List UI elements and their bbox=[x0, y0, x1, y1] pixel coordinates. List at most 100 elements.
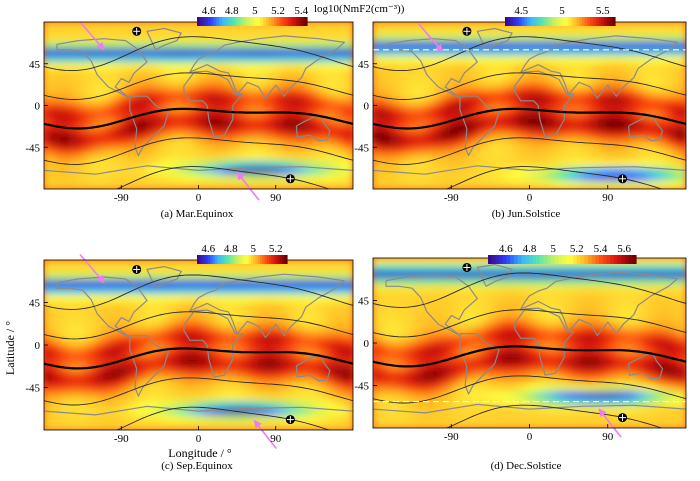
y-tick-label: 0 bbox=[364, 101, 370, 113]
y-tick-label: 45 bbox=[358, 296, 370, 308]
colorbar-tick-label: 5 bbox=[251, 243, 257, 255]
pole-marker bbox=[618, 413, 628, 423]
colorbar-tick-label: 5.4 bbox=[294, 5, 308, 17]
colorbar-tick-label: 4.8 bbox=[523, 243, 537, 255]
y-tick-label: -45 bbox=[25, 142, 40, 154]
magnetic-contours bbox=[373, 36, 686, 189]
magnetic-latitude-line bbox=[44, 377, 353, 406]
magnetic-latitude-line bbox=[44, 311, 353, 340]
magnetic-latitude-line bbox=[445, 404, 663, 428]
colorbar: 4.6 4.8 5 5.2 5.4 bbox=[197, 5, 309, 26]
pointer-arrow bbox=[253, 419, 277, 450]
pointer-arrow bbox=[236, 171, 260, 201]
x-axis-label: Longitude / ° bbox=[168, 446, 232, 460]
caption-a: (a) Mar.Equinox bbox=[161, 208, 234, 220]
magnetic-contours bbox=[373, 272, 686, 428]
y-tick-label: 0 bbox=[35, 340, 41, 352]
colorbar-tick-label: 5.5 bbox=[596, 5, 610, 17]
magnetic-latitude-line bbox=[373, 309, 686, 338]
pole-marker bbox=[618, 174, 628, 184]
caption-d: (d) Dec.Solstice bbox=[491, 460, 562, 472]
pole-marker bbox=[285, 415, 295, 425]
colorbar-tick-label: 5.2 bbox=[269, 243, 283, 255]
colorbar-tick-label: 5 bbox=[550, 243, 556, 255]
y-tick-label: 45 bbox=[29, 59, 41, 71]
colorbar-tick-label: 4.5 bbox=[514, 5, 528, 17]
magnetic-latitude-line bbox=[373, 272, 686, 308]
colorbar-tick-label: 5.2 bbox=[570, 243, 584, 255]
dip-equator-line bbox=[373, 345, 686, 368]
y-tick-label: -45 bbox=[354, 381, 369, 393]
y-axis-label: Latitude / ° bbox=[3, 321, 17, 375]
magnetic-latitude-line bbox=[44, 36, 353, 72]
colorbar-tick-label: 4.6 bbox=[499, 243, 513, 255]
x-tick-label: 0 bbox=[527, 431, 533, 443]
magnetic-latitude-line bbox=[445, 166, 663, 189]
x-tick-label: -90 bbox=[114, 192, 129, 204]
x-tick-label: 90 bbox=[602, 431, 614, 443]
x-tick-label: -90 bbox=[114, 433, 129, 445]
magnetic-latitude-line bbox=[373, 137, 686, 165]
heatmap-field bbox=[373, 22, 686, 189]
panel-mar-equinox: -90 0 90 45 0 -45 4.6 4.8 5 5.2 5.4 bbox=[25, 5, 354, 204]
colorbar-tick-label: 5 bbox=[252, 5, 258, 17]
x-tick-label: -90 bbox=[444, 431, 459, 443]
pole-marker bbox=[132, 26, 142, 36]
colorbar: 4.6 4.8 5 5.2 5.4 5.6 bbox=[488, 243, 637, 264]
y-tick-label: -45 bbox=[25, 383, 40, 395]
x-tick-label: 90 bbox=[270, 433, 282, 445]
colorbar: 4.5 5 5.5 bbox=[505, 5, 616, 26]
magnetic-latitude-line bbox=[44, 274, 353, 310]
panel-sep-equinox: -90 0 90 45 0 -45 4.6 4.8 5 5.2 bbox=[25, 243, 354, 450]
coastlines bbox=[44, 27, 353, 175]
colorbar-unit-label: log10(NmF2(cm⁻³)) bbox=[314, 3, 405, 15]
panel-jun-solstice: -90 0 90 45 0 -45 4.5 5 5.5 bbox=[354, 5, 687, 204]
magnetic-latitude-line bbox=[115, 406, 331, 430]
coastlines bbox=[373, 264, 686, 414]
x-tick-label: 90 bbox=[602, 192, 614, 204]
magnetic-latitude-line bbox=[373, 72, 686, 100]
heatmap-field bbox=[44, 260, 353, 430]
x-tick-label: 0 bbox=[527, 192, 533, 204]
pointer-arrow bbox=[79, 254, 105, 284]
dip-equator-line bbox=[44, 347, 353, 370]
y-tick-label: 0 bbox=[35, 101, 41, 113]
magnetic-latitude-line bbox=[373, 375, 686, 404]
y-tick-label: 45 bbox=[358, 59, 370, 71]
x-tick-label: 0 bbox=[196, 192, 202, 204]
dip-equator-line bbox=[373, 107, 686, 130]
pole-marker bbox=[462, 26, 472, 36]
coastlines bbox=[373, 27, 686, 175]
y-tick-label: 45 bbox=[29, 298, 41, 310]
x-tick-label: 90 bbox=[270, 192, 282, 204]
colorbar-tick-label: 4.8 bbox=[224, 243, 238, 255]
pole-marker bbox=[285, 174, 295, 184]
pointer-arrow bbox=[417, 23, 444, 53]
colorbar-tick-label: 4.8 bbox=[225, 5, 239, 17]
coastlines bbox=[44, 266, 353, 416]
pole-marker bbox=[132, 264, 142, 274]
caption-c: (c) Sep.Equinox bbox=[161, 460, 233, 472]
colorbar-tick-label: 4.6 bbox=[202, 5, 216, 17]
pointer-arrow bbox=[598, 408, 622, 438]
heatmap-field bbox=[373, 258, 686, 428]
y-tick-label: -45 bbox=[354, 142, 369, 154]
magnetic-latitude-line bbox=[44, 137, 353, 165]
panel-dec-solstice: -90 0 90 45 0 -45 4.6 4.8 5 5.2 5.4 5.6 bbox=[354, 243, 687, 443]
heatmap-field bbox=[44, 22, 353, 189]
y-tick-label: 0 bbox=[364, 338, 370, 350]
colorbar-tick-label: 5 bbox=[559, 5, 565, 17]
x-tick-label: -90 bbox=[444, 192, 459, 204]
caption-b: (b) Jun.Solstice bbox=[492, 208, 561, 220]
magnetic-latitude-line bbox=[44, 72, 353, 100]
colorbar-tick-label: 5.2 bbox=[271, 5, 285, 17]
x-tick-label: 0 bbox=[196, 433, 202, 445]
pole-marker bbox=[462, 262, 472, 272]
magnetic-contours bbox=[44, 36, 353, 189]
colorbar: 4.6 4.8 5 5.2 bbox=[197, 243, 288, 264]
dip-equator-line bbox=[44, 107, 353, 130]
colorbar-tick-label: 5.4 bbox=[594, 243, 608, 255]
pointer-arrow bbox=[79, 21, 105, 51]
magnetic-contours bbox=[44, 274, 353, 430]
